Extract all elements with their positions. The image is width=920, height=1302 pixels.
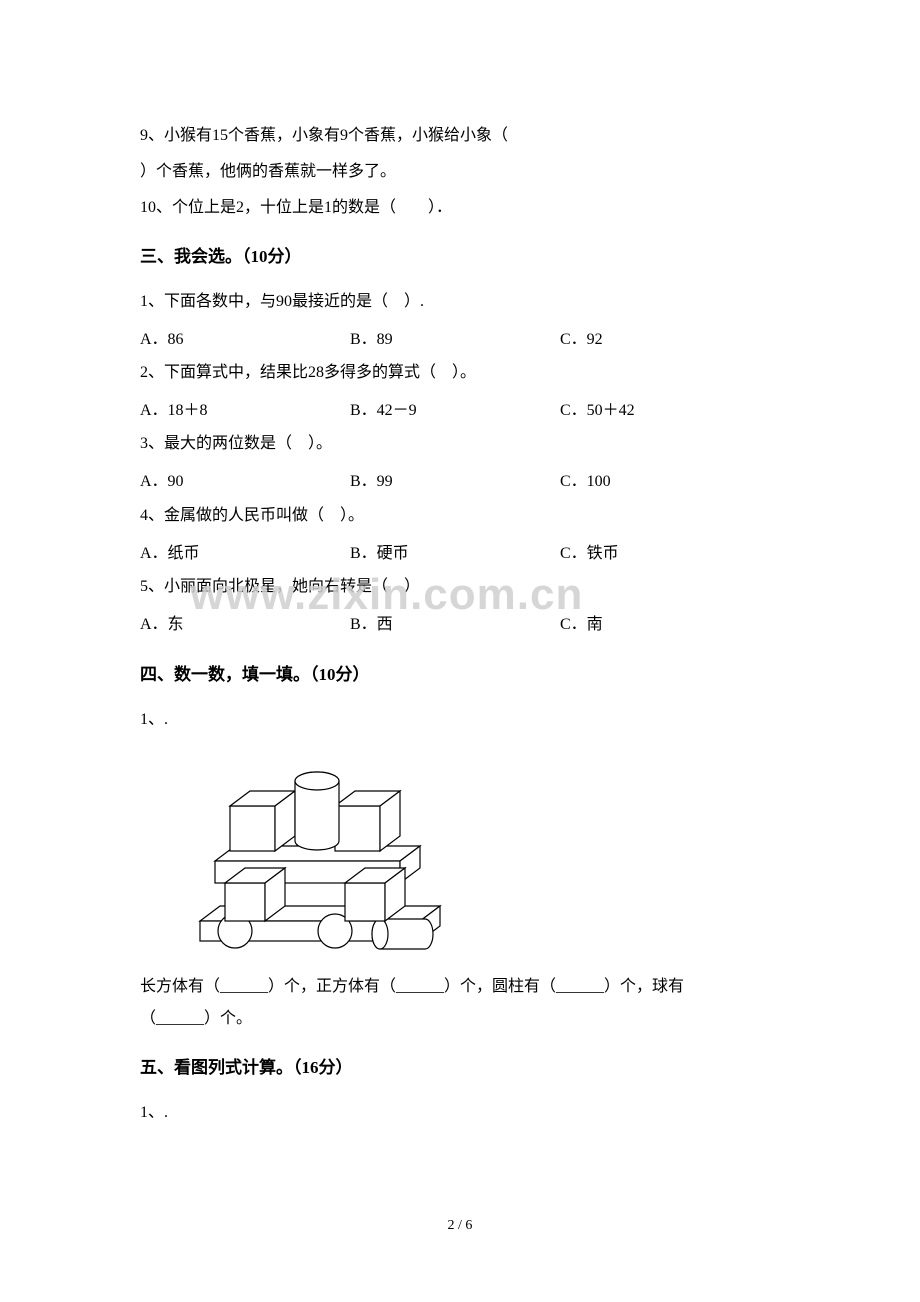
s3-q5-c: C．南 bbox=[560, 607, 780, 642]
s3-q4-c: C．铁币 bbox=[560, 536, 780, 571]
s3-q3-a: A．90 bbox=[140, 464, 350, 499]
s4-fill-line1: 长方体有（______）个，正方体有（______）个，圆柱有（______）个… bbox=[140, 971, 780, 1003]
s4-fill-line2: （______）个。 bbox=[140, 1003, 780, 1035]
s3-q1-a: A．86 bbox=[140, 322, 350, 357]
watermark-text: www.zixin.com.cn bbox=[190, 570, 583, 620]
s3-q2-b: B．42－9 bbox=[350, 393, 560, 428]
q10: 10、个位上是2，十位上是1的数是（ ）． bbox=[140, 192, 780, 224]
s3-q4-b: B．硬币 bbox=[350, 536, 560, 571]
page-number: 2 / 6 bbox=[0, 1218, 920, 1234]
q9-line2: ）个香蕉，他俩的香蕉就一样多了。 bbox=[140, 156, 780, 188]
s5-q1: 1、. bbox=[140, 1097, 780, 1129]
s3-q1-options: A．86 B．89 C．92 bbox=[140, 322, 780, 357]
s4-q1: 1、. bbox=[140, 704, 780, 736]
q9-line1: 9、小猴有15个香蕉，小象有9个香蕉，小猴给小象（ bbox=[140, 120, 780, 152]
s3-q3-c: C．100 bbox=[560, 464, 780, 499]
s3-q4-a: A．纸币 bbox=[140, 536, 350, 571]
s3-q1-b: B．89 bbox=[350, 322, 560, 357]
s3-q2-a: A．18＋8 bbox=[140, 393, 350, 428]
shapes-figure bbox=[170, 746, 780, 961]
section-3-title: 三、我会选。（10分） bbox=[140, 240, 780, 274]
s3-q3-options: A．90 B．99 C．100 bbox=[140, 464, 780, 499]
shapes-svg bbox=[170, 746, 460, 956]
section-4-title: 四、数一数，填一填。（10分） bbox=[140, 658, 780, 692]
s3-q2-options: A．18＋8 B．42－9 C．50＋42 bbox=[140, 393, 780, 428]
s3-q3-b: B．99 bbox=[350, 464, 560, 499]
section-5-title: 五、看图列式计算。（16分） bbox=[140, 1051, 780, 1085]
s3-q1-c: C．92 bbox=[560, 322, 780, 357]
s3-q1: 1、下面各数中，与90最接近的是（ ）. bbox=[140, 286, 780, 318]
s3-q2-c: C．50＋42 bbox=[560, 393, 780, 428]
s3-q3: 3、最大的两位数是（ ）。 bbox=[140, 428, 780, 460]
s3-q4: 4、金属做的人民币叫做（ ）。 bbox=[140, 500, 780, 532]
s3-q4-options: A．纸币 B．硬币 C．铁币 bbox=[140, 536, 780, 571]
s3-q2: 2、下面算式中，结果比28多得多的算式（ ）。 bbox=[140, 357, 780, 389]
